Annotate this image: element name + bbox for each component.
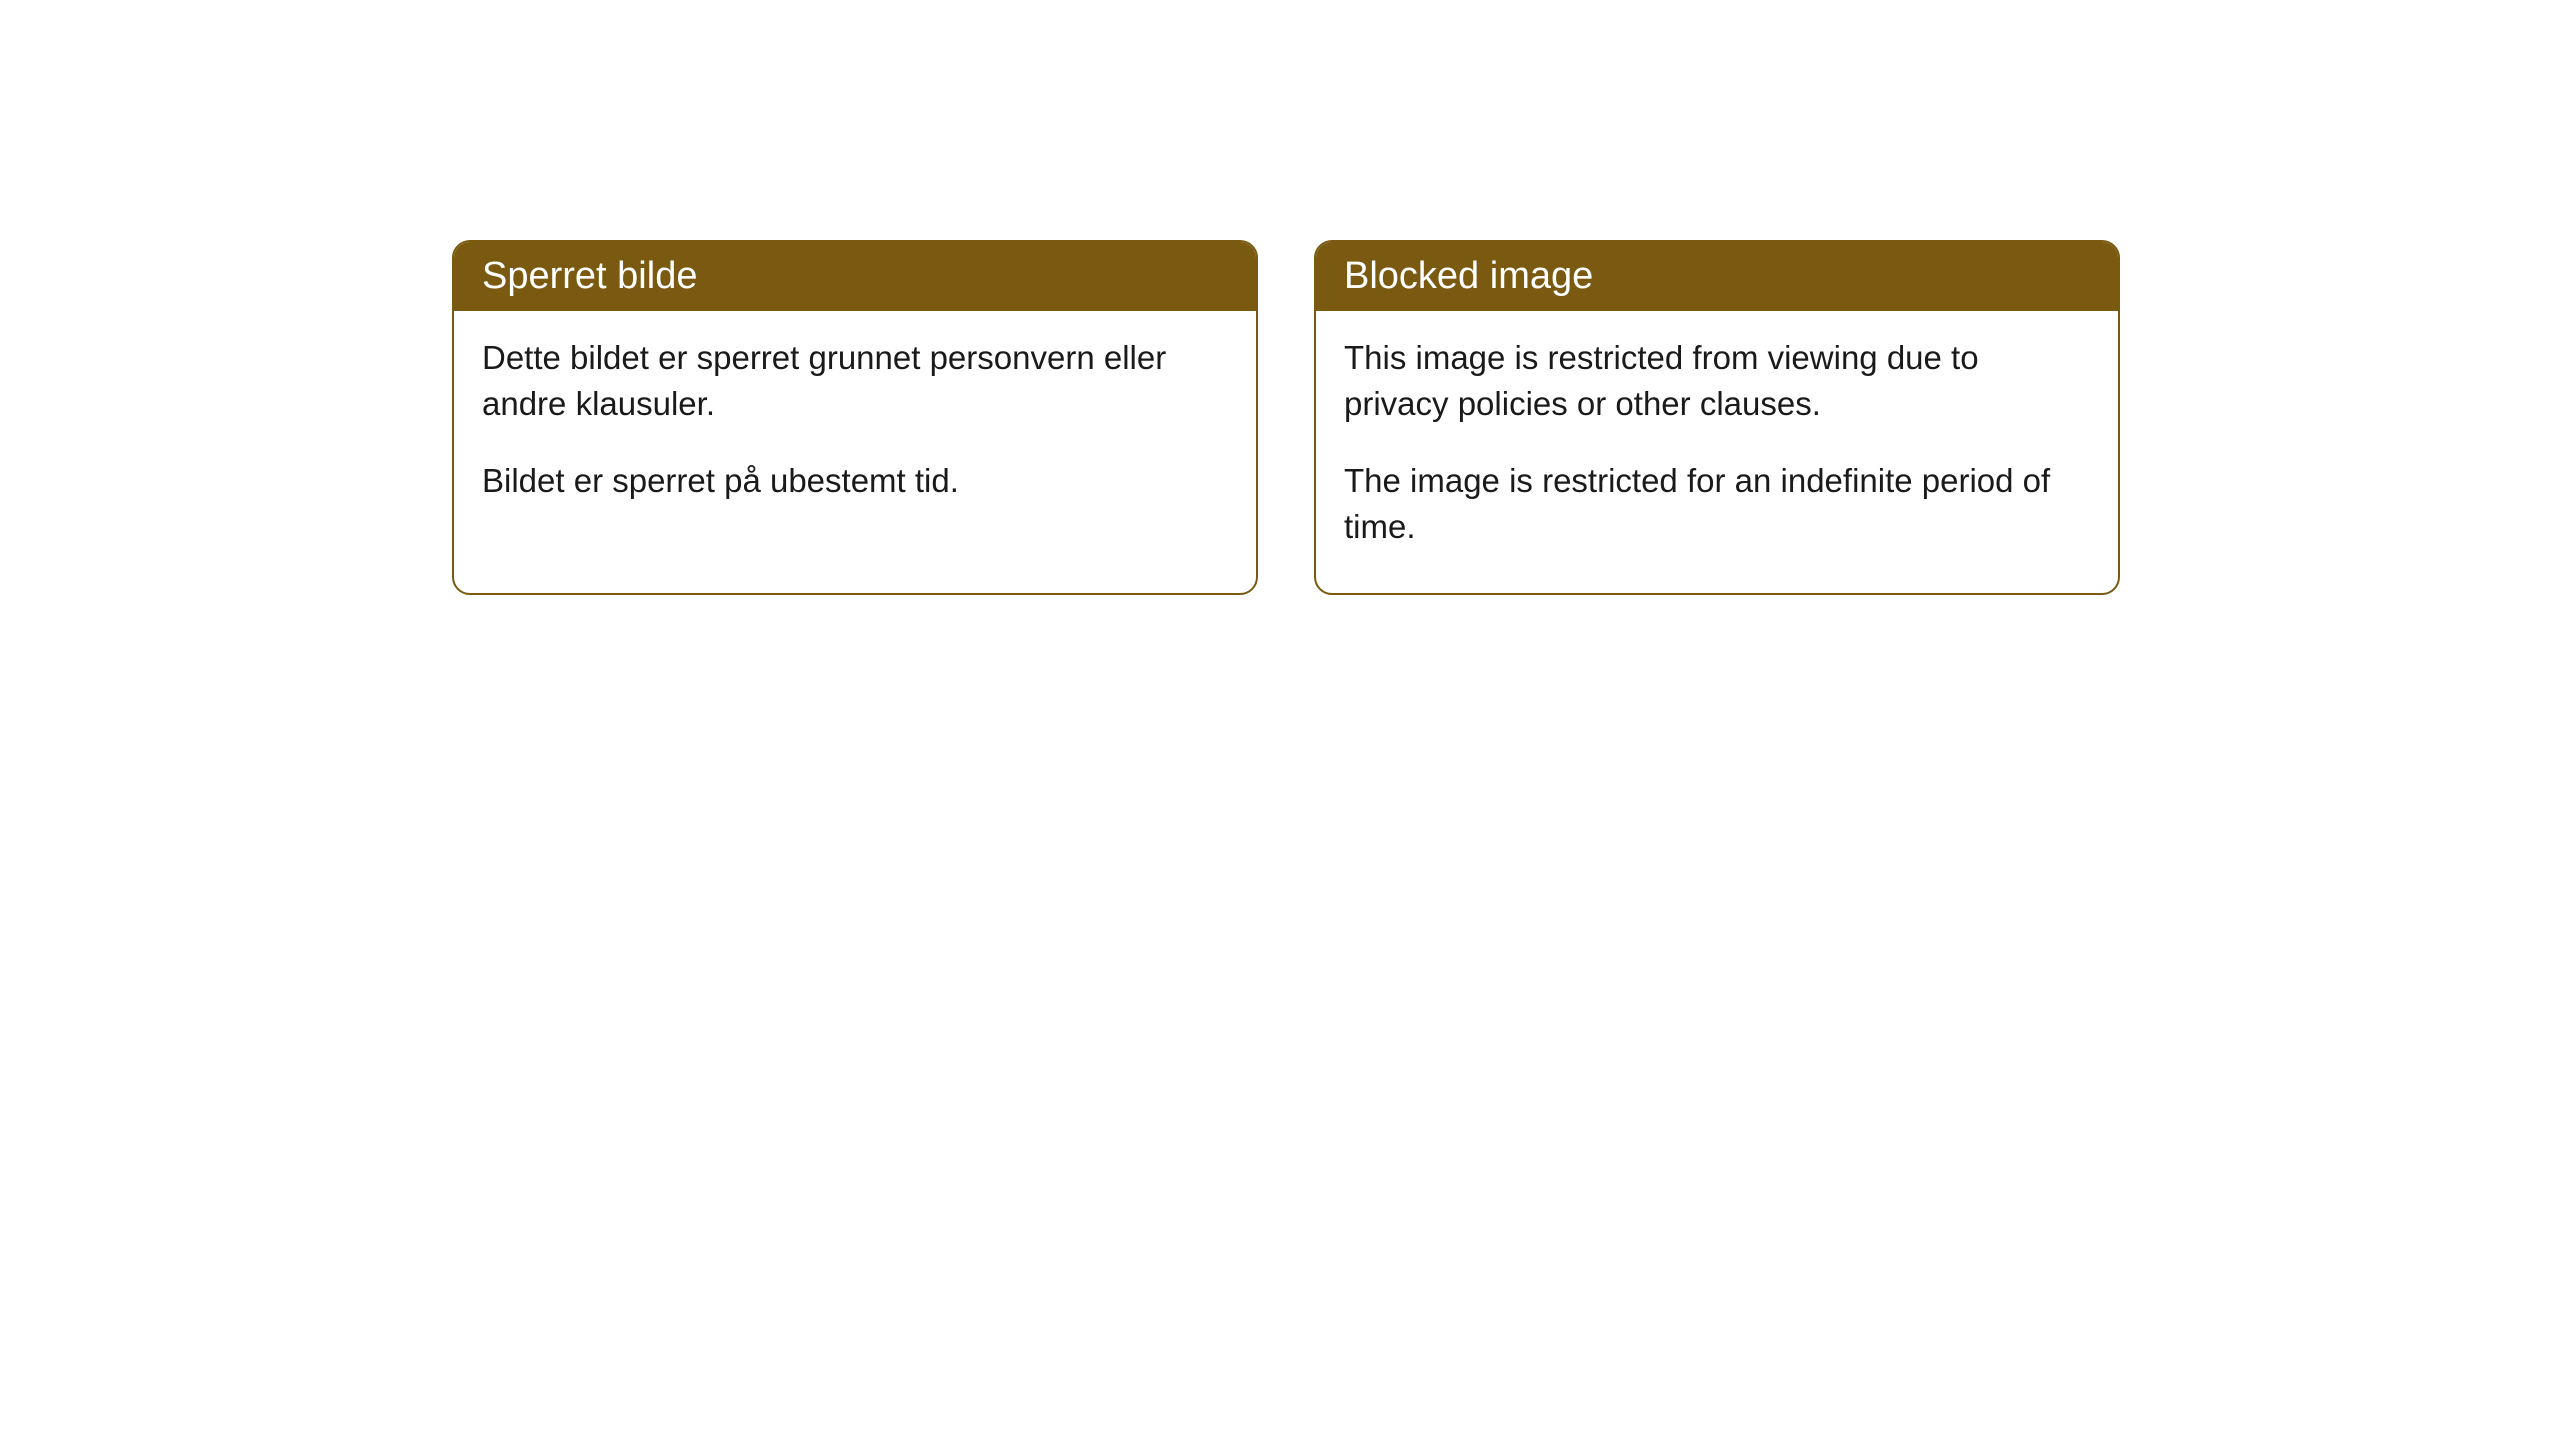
card-paragraph: Bildet er sperret på ubestemt tid.	[482, 458, 1228, 504]
card-paragraph: This image is restricted from viewing du…	[1344, 335, 2090, 426]
card-paragraph: The image is restricted for an indefinit…	[1344, 458, 2090, 549]
card-english: Blocked image This image is restricted f…	[1314, 240, 2120, 595]
card-container: Sperret bilde Dette bildet er sperret gr…	[0, 0, 2560, 595]
card-body: Dette bildet er sperret grunnet personve…	[454, 311, 1256, 548]
card-paragraph: Dette bildet er sperret grunnet personve…	[482, 335, 1228, 426]
card-body: This image is restricted from viewing du…	[1316, 311, 2118, 593]
card-norwegian: Sperret bilde Dette bildet er sperret gr…	[452, 240, 1258, 595]
card-title: Sperret bilde	[482, 255, 697, 297]
card-header: Sperret bilde	[454, 242, 1256, 311]
card-title: Blocked image	[1344, 255, 1593, 297]
card-header: Blocked image	[1316, 242, 2118, 311]
